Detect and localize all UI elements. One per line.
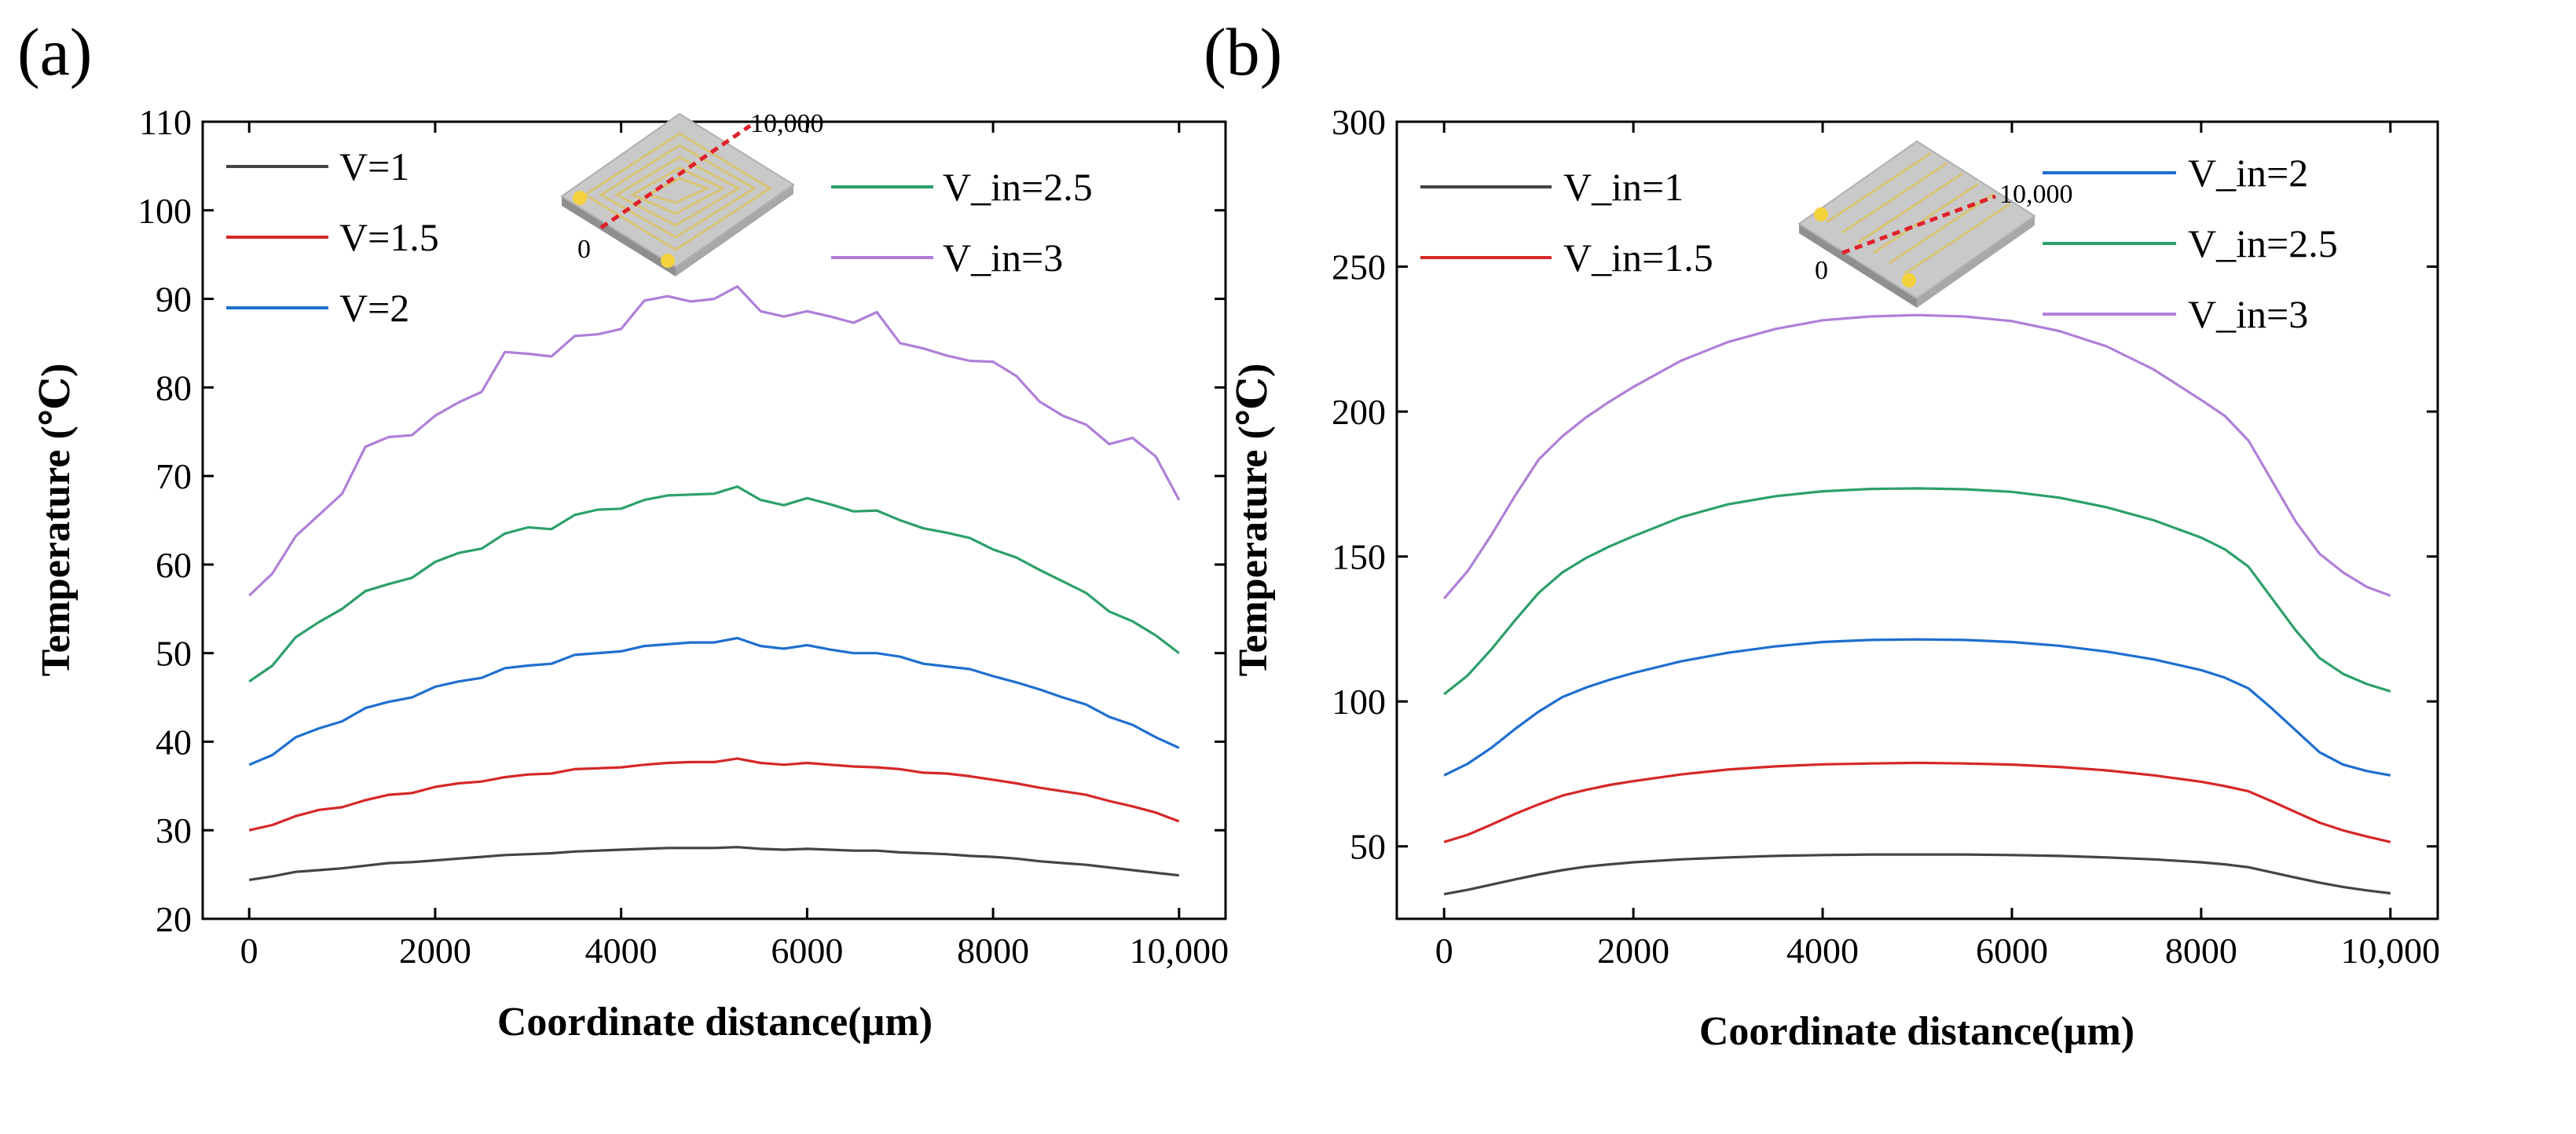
legend-entry-vin2-5: V_in=2.5 [831, 165, 1093, 209]
x-axis-title-a: Coordinate distance(µm) [497, 1000, 933, 1044]
y-tick-label-a: 50 [156, 634, 192, 674]
series-line-a-v-2 [248, 636, 1180, 766]
x-tick-label-a: 10,000 [1130, 931, 1229, 971]
x-tick-label-a: 2000 [399, 931, 471, 971]
axes-frame-a [201, 120, 1227, 920]
legend-label-vin3-b: V_in=3 [2188, 292, 2308, 336]
y-tick-label-a: 40 [156, 722, 192, 762]
legend-entry-vin3: V_in=3 [831, 236, 1063, 280]
legend-entry-vin2: V_in=2 [2043, 151, 2308, 195]
legend-entry-v1-5: V=1.5 [226, 215, 439, 259]
series-line-b-v-in-2 [1443, 638, 2391, 777]
heater-pattern-b [1826, 152, 2010, 275]
plot-area-a: 20 30 40 50 60 70 80 90 100 110 0 2000 4000 6000 8000… [137, 102, 1229, 971]
heater-pattern-a [583, 132, 772, 251]
legend-entry-vin1-5: V_in=1.5 [1420, 236, 1713, 280]
legend-a: V=1 V=1.5 V=2 V_in=2.5 V_in=3 [226, 144, 1093, 330]
y-ticks-b: 50 100 150 200 250 300 [1332, 102, 2438, 867]
legend-label-vin1-5: V_in=1.5 [1563, 236, 1713, 280]
chip-top-a [560, 112, 795, 269]
x-tick-label-a: 4000 [585, 931, 658, 971]
x-ticks-a: 0 2000 4000 6000 8000 10,000 [240, 122, 1229, 971]
series-line-a-v-1-5 [248, 757, 1180, 832]
legend-entry-v1: V=1 [226, 144, 409, 188]
x-tick-label-b: 4000 [1786, 931, 1859, 971]
x-tick-label-b: 0 [1435, 931, 1453, 971]
series-line-a-v-1 [248, 846, 1179, 881]
legend-label-v1: V=1 [339, 144, 409, 188]
chip-side-b [1799, 224, 1917, 308]
chip-side-a-2 [676, 185, 793, 276]
legend-entry-vin2-5-b: V_in=2.5 [2043, 221, 2338, 265]
series-line-a-v-in-2-5 [248, 485, 1180, 683]
y-tick-label-a: 110 [139, 102, 192, 142]
inset-start-label-b: 0 [1815, 256, 1828, 285]
plot-area-b: 50 100 150 200 250 300 0 2000 4000 6000 8000 10,00… [1332, 102, 2440, 971]
panel-label-a: (a) [17, 14, 92, 90]
x-tick-label-b: 8000 [2165, 931, 2237, 971]
inset-start-label-a: 0 [577, 235, 591, 264]
legend-entry-vin1: V_in=1 [1420, 165, 1684, 209]
chip-pad-a-1 [573, 191, 587, 205]
inset-end-label-a: 10,000 [750, 109, 824, 138]
y-tick-label-b: 50 [1350, 827, 1386, 867]
legend-label-v1-5: V=1.5 [339, 215, 439, 259]
x-tick-label-a: 8000 [957, 931, 1029, 971]
series-line-b-v-in-1 [1443, 853, 2391, 896]
measurement-line-b [1841, 194, 1996, 255]
x-tick-label-b: 6000 [1976, 931, 2048, 971]
y-tick-label-a: 60 [156, 545, 192, 585]
chip-side-a [562, 196, 676, 276]
panel-label-b: (b) [1204, 14, 1282, 90]
legend-entry-vin3-b: V_in=3 [2043, 292, 2308, 336]
y-tick-label-b: 100 [1332, 682, 1386, 722]
x-tick-label-b: 2000 [1597, 931, 1669, 971]
measurement-line-a [599, 123, 752, 230]
chip-side-b-2 [1917, 216, 2035, 308]
panel-b: (b) 50 100 150 200 250 300 0 2000 4000 6000 8000 1… [1204, 14, 2440, 1054]
x-tick-label-b: 10,000 [2341, 931, 2441, 971]
y-tick-label-a: 30 [156, 810, 192, 850]
series-group-a [248, 285, 1181, 881]
legend-entry-v2: V=2 [226, 286, 409, 330]
panel-a: (a) 20 30 40 50 60 70 80 90 100 110 0 2000 4000 6000… [17, 14, 1229, 1044]
x-ticks-b: 0 2000 4000 6000 8000 10,000 [1435, 122, 2440, 971]
series-line-b-v-in-2-5 [1443, 487, 2391, 696]
axes-frame-b [1395, 120, 2439, 920]
y-axis-title-b: Temperature (℃) [1231, 364, 1276, 677]
legend-label-vin1: V_in=1 [1563, 165, 1684, 209]
legend-label-vin2-5: V_in=2.5 [943, 165, 1093, 209]
inset-sensor-chip-b: 0 10,000 [1797, 140, 2073, 308]
series-line-b-v-in-3 [1442, 313, 2391, 600]
y-tick-label-a: 80 [156, 368, 192, 408]
y-tick-label-b: 300 [1332, 102, 1386, 142]
chip-pad-a-2 [661, 254, 675, 268]
chip-pad-b-2 [1902, 273, 1916, 287]
chip-pad-b-1 [1814, 207, 1828, 221]
y-ticks-a: 20 30 40 50 60 70 80 90 100 110 [137, 102, 1226, 939]
legend-b: V_in=1 V_in=1.5 V_in=2 V_in=2.5 V_in=3 [1420, 151, 2338, 336]
legend-label-vin3: V_in=3 [943, 236, 1063, 280]
y-axis-title-a: Temperature (℃) [34, 364, 79, 677]
inset-sensor-chip-a: 0 10,000 [560, 109, 824, 276]
y-tick-label-a: 90 [156, 280, 192, 320]
y-tick-label-b: 200 [1332, 392, 1386, 432]
y-tick-label-b: 250 [1332, 247, 1386, 287]
y-tick-label-a: 20 [156, 899, 192, 939]
series-group-b [1442, 313, 2391, 896]
y-tick-label-b: 150 [1332, 537, 1386, 577]
legend-label-vin2: V_in=2 [2188, 151, 2308, 195]
series-line-a-v-in-3 [248, 285, 1181, 597]
x-tick-label-a: 6000 [771, 931, 843, 971]
legend-label-vin2-5-b: V_in=2.5 [2188, 221, 2338, 265]
chip-top-b [1797, 140, 2036, 300]
y-tick-label-a: 100 [137, 191, 192, 231]
inset-end-label-b: 10,000 [1999, 180, 2073, 209]
y-tick-label-a: 70 [156, 456, 192, 496]
series-line-b-v-in-1-5 [1443, 761, 2391, 843]
x-axis-title-b: Coordinate distance(µm) [1699, 1009, 2134, 1054]
x-tick-label-a: 0 [240, 931, 258, 971]
legend-label-v2: V=2 [339, 286, 409, 330]
